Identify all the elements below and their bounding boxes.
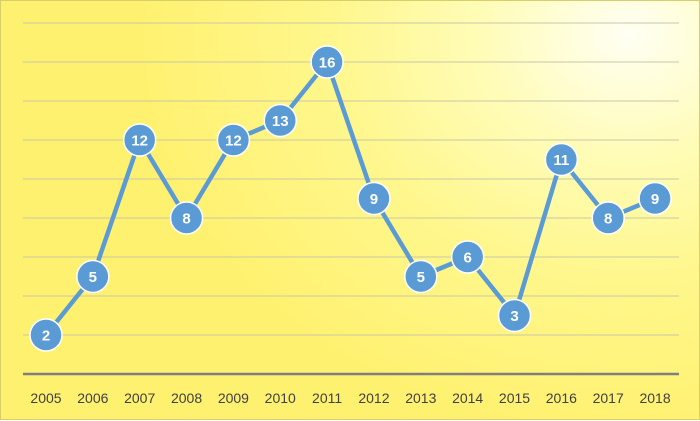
data-label-2008: 8: [182, 211, 190, 228]
data-label-2011: 16: [319, 55, 336, 72]
x-axis: 2005 2006 2007 2008 2009 2010 2011 2012 2013 2014…: [23, 372, 679, 406]
data-series: [43, 59, 658, 338]
x-tick-label-2015: 2015: [499, 390, 530, 406]
data-label-2016: 11: [553, 152, 569, 169]
x-tick-label-2009: 2009: [218, 390, 249, 406]
data-label-2007: 12: [131, 133, 148, 150]
x-tick-label-2016: 2016: [546, 390, 577, 406]
x-tick-label-2008: 2008: [171, 390, 202, 406]
x-tick-label-2006: 2006: [77, 390, 108, 406]
data-point-2010: [263, 103, 297, 138]
x-tick-label-2012: 2012: [358, 390, 389, 406]
data-label-2010: 13: [272, 113, 289, 130]
data-point-2017: [591, 201, 625, 235]
data-label-2013: 5: [417, 269, 425, 286]
gridlines: [23, 22, 679, 336]
data-label-2005: 2: [42, 328, 50, 345]
data-point-2014: [450, 240, 485, 274]
data-label-2017: 8: [604, 211, 612, 228]
x-tick-label-2010: 2010: [265, 390, 296, 406]
data-point-2011: [310, 45, 344, 79]
data-label-2006: 5: [89, 269, 97, 286]
x-tick-label-2018: 2018: [639, 390, 670, 406]
x-tick-label-2011: 2011: [312, 390, 342, 406]
data-label-2009: 12: [225, 133, 242, 150]
x-tick-label-2007: 2007: [124, 390, 155, 406]
data-point-2006: [76, 259, 110, 294]
data-point-2007: [122, 123, 157, 157]
data-point-2012: [357, 181, 391, 216]
data-point-2018: [638, 181, 672, 216]
x-tick-label-2005: 2005: [30, 390, 61, 406]
x-tick-label-2014: 2014: [452, 390, 483, 406]
data-point-2015: [497, 298, 532, 333]
x-tick-label-2013: 2013: [405, 390, 436, 406]
series-line: [43, 59, 658, 338]
data-label-2015: 3: [510, 308, 518, 325]
data-markers: 2 5 12 8 12 13 16 9 5 6 3 11 8 9: [29, 45, 672, 352]
data-point-2013: [404, 259, 438, 294]
data-point-2008: [169, 201, 204, 235]
data-label-2014: 6: [463, 250, 471, 267]
data-point-2005: [29, 318, 63, 352]
data-point-2016: [544, 142, 579, 177]
data-point-2009: [216, 123, 251, 157]
x-tick-label-2017: 2017: [593, 390, 624, 406]
data-label-2018: 9: [651, 191, 659, 208]
data-label-2012: 9: [370, 191, 378, 208]
